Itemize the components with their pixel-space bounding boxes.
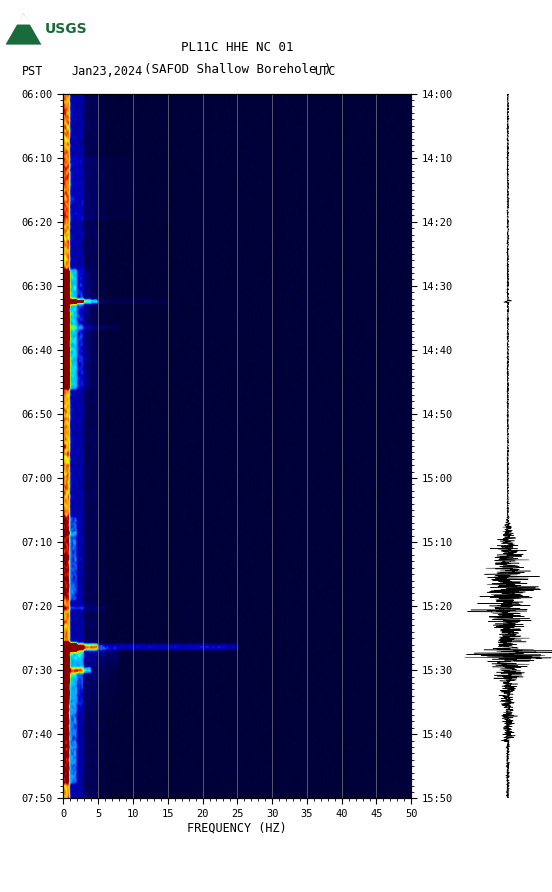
Text: PST: PST [22,64,44,78]
Polygon shape [6,13,41,45]
Polygon shape [17,13,31,25]
Text: USGS: USGS [45,22,88,36]
Text: (SAFOD Shallow Borehole ): (SAFOD Shallow Borehole ) [144,62,331,76]
Text: Jan23,2024: Jan23,2024 [72,64,143,78]
Text: PL11C HHE NC 01: PL11C HHE NC 01 [181,40,294,54]
X-axis label: FREQUENCY (HZ): FREQUENCY (HZ) [188,822,287,835]
Text: UTC: UTC [314,64,335,78]
